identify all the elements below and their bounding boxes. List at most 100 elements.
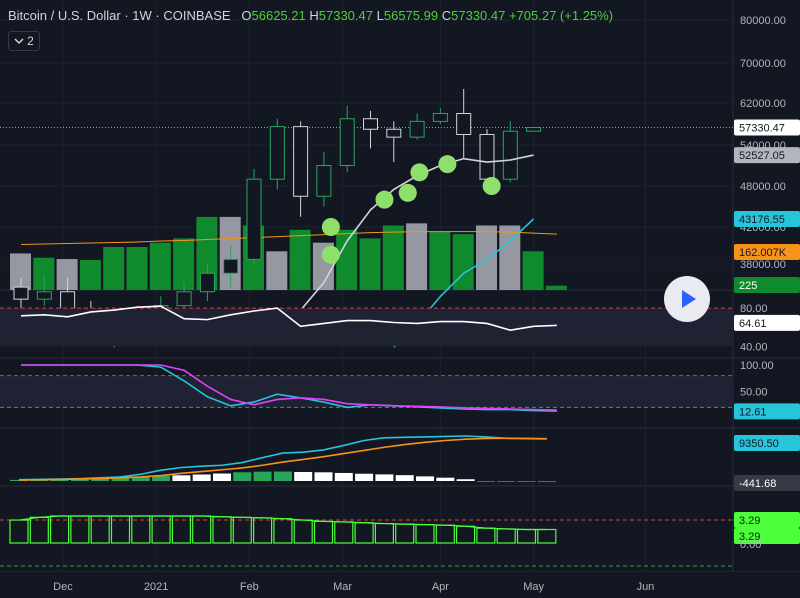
bars-tick: 0.00 bbox=[740, 539, 761, 551]
macd-hist-bar bbox=[497, 481, 516, 482]
price-tick-6: 38000.00 bbox=[740, 259, 786, 271]
candle-body bbox=[409, 120, 425, 138]
macd-hist-bar bbox=[395, 475, 414, 481]
macd-hist-bar bbox=[91, 478, 110, 481]
signal-circle bbox=[375, 190, 394, 209]
candle-body bbox=[199, 272, 215, 293]
candle-body bbox=[293, 126, 309, 197]
macd-hist-bar bbox=[111, 477, 130, 481]
macd-hist-bar bbox=[517, 481, 536, 482]
chart-legend: Bitcoin / U.S. Dollar · 1W · COINBASE O5… bbox=[8, 8, 614, 23]
macd-hist-bar bbox=[456, 479, 475, 481]
time-tick-5: May bbox=[523, 581, 544, 593]
volume-bar bbox=[522, 251, 544, 290]
volume-bar bbox=[429, 231, 451, 290]
volume-ma-line bbox=[20, 231, 557, 246]
macd-hist-bar bbox=[152, 475, 171, 481]
signal-circle bbox=[410, 163, 429, 182]
volume-bar bbox=[336, 229, 358, 290]
ma-line bbox=[276, 154, 534, 339]
low-label: L bbox=[376, 8, 384, 23]
macd-hist-bar bbox=[192, 474, 211, 481]
volume-bar bbox=[149, 242, 171, 290]
time-tick-2: Feb bbox=[240, 581, 259, 593]
volume-bar bbox=[406, 223, 428, 290]
macd-label-2-bg bbox=[734, 475, 800, 491]
rsi-tick-1: 40.00 bbox=[740, 341, 768, 353]
macd-hist-bar bbox=[172, 475, 191, 481]
bars-label: 3.29 bbox=[739, 515, 760, 527]
macd-hist-bar bbox=[436, 477, 455, 481]
volume-bar bbox=[33, 257, 55, 290]
candle-body bbox=[363, 118, 378, 130]
macd-hist-bar bbox=[416, 476, 434, 481]
candle-body bbox=[386, 128, 402, 138]
cyan-label-bg bbox=[734, 210, 800, 227]
macd-hist-bar bbox=[537, 481, 556, 483]
macd-hist-bar bbox=[355, 473, 374, 481]
candle-body bbox=[36, 291, 52, 300]
macd-hist-bar bbox=[476, 481, 495, 482]
high-label: H bbox=[309, 8, 319, 23]
high-value: 57330.47 bbox=[318, 8, 373, 23]
stoch-label-bg bbox=[734, 403, 800, 420]
volume-bar bbox=[359, 238, 381, 290]
candle-body bbox=[176, 291, 192, 307]
macd-hist-bar bbox=[314, 472, 333, 481]
time-tick-4: Apr bbox=[432, 581, 449, 593]
signal-circle bbox=[321, 218, 340, 236]
bars-panel-line bbox=[18, 515, 547, 531]
chevron-down-icon bbox=[14, 38, 24, 45]
panel-bg-4 bbox=[0, 487, 733, 572]
candle-body bbox=[479, 134, 495, 180]
candle-body bbox=[60, 291, 76, 311]
volume-bar bbox=[476, 225, 497, 290]
interval[interactable]: 1W bbox=[132, 8, 152, 23]
macd-hist-bar bbox=[213, 473, 231, 481]
macd-hist-bar bbox=[375, 474, 394, 481]
price-tick-1: 70000.00 bbox=[740, 58, 786, 70]
signal-circle bbox=[398, 183, 417, 202]
volume-label: 162.007K bbox=[739, 247, 787, 259]
stoch-tick-1: 50.00 bbox=[740, 387, 768, 399]
time-tick-0: Dec bbox=[53, 581, 73, 593]
stoch-label: 12.61 bbox=[739, 406, 767, 418]
volume-bar bbox=[79, 259, 101, 290]
change-value: +705.27 (+1.25%) bbox=[508, 8, 614, 23]
candle-body bbox=[269, 126, 285, 180]
rsi-label-bg bbox=[734, 314, 800, 331]
volume-bar bbox=[56, 259, 78, 290]
volume-bar bbox=[196, 216, 218, 290]
candle-body bbox=[316, 165, 332, 197]
volume-label-bg bbox=[734, 244, 800, 260]
indicator-count: 2 bbox=[27, 34, 34, 48]
macd-signal-line bbox=[18, 437, 547, 481]
rsi-label: 64.61 bbox=[739, 318, 767, 330]
macd-hist-bar bbox=[233, 472, 252, 481]
play-button[interactable] bbox=[664, 276, 710, 322]
open-label: O bbox=[241, 8, 252, 23]
cyan-label: 43176.55 bbox=[739, 214, 785, 226]
symbol-name[interactable]: Bitcoin / U.S. Dollar bbox=[8, 8, 121, 23]
low-value: 56575.99 bbox=[383, 8, 439, 23]
candle-body bbox=[246, 178, 262, 260]
bars-label-2: 3.29 bbox=[739, 531, 760, 543]
candle-body bbox=[502, 130, 518, 180]
indicator-toggle[interactable]: 2 bbox=[8, 31, 40, 51]
open-value: 56625.21 bbox=[251, 8, 306, 23]
volume-bar bbox=[103, 247, 125, 290]
ma-label-bg bbox=[734, 147, 800, 164]
volume-bar bbox=[266, 251, 288, 290]
signal-circle bbox=[482, 177, 501, 195]
candle-body bbox=[432, 113, 448, 122]
volume-bar bbox=[545, 285, 567, 290]
volume-tick: 225 bbox=[739, 280, 757, 292]
signal-circle bbox=[438, 155, 457, 174]
play-icon bbox=[682, 290, 696, 308]
time-axis-bg bbox=[0, 572, 800, 598]
volume-bar bbox=[382, 225, 404, 290]
macd-label-bg bbox=[734, 435, 800, 451]
volume-bar bbox=[10, 253, 31, 290]
macd-label-2: -441.68 bbox=[739, 478, 776, 490]
